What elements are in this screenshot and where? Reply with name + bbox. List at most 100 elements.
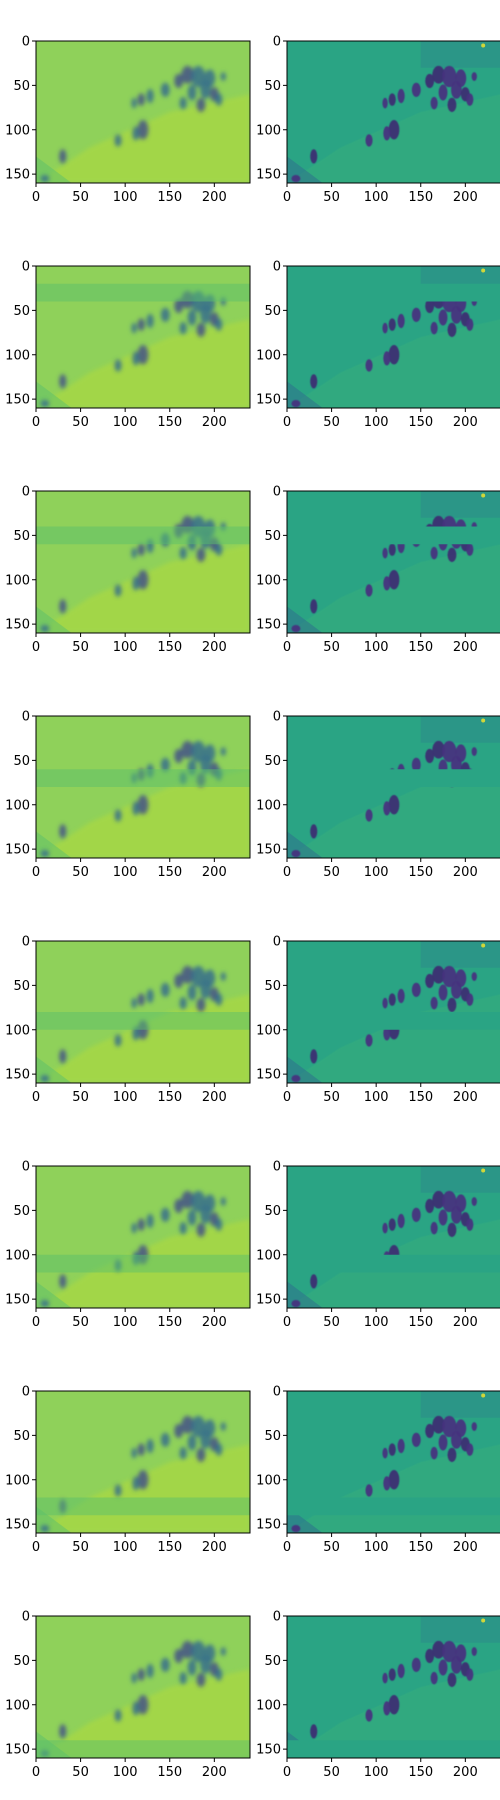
input-panel: 0 50 100 150 200 0 50 100 150 (256, 1610, 500, 1780)
axes-frame (35, 715, 251, 859)
y-tick-label: 50 (264, 529, 281, 544)
x-tick-label: 100 (364, 1315, 389, 1330)
y-tick-label: 150 (256, 843, 281, 858)
x-tick-label: 50 (323, 1315, 340, 1330)
x-tick-label: 50 (72, 640, 89, 655)
x-tick-label: 100 (113, 1765, 138, 1780)
input-image (287, 491, 500, 633)
x-tick-label: 0 (32, 1090, 40, 1105)
x-tick-label: 50 (72, 1090, 89, 1105)
y-tick-label: 50 (13, 754, 30, 769)
reconstruction-panel: 0 50 100 150 200 0 50 100 150 (5, 260, 251, 430)
y-tick-label: 50 (13, 1654, 30, 1669)
x-tick-label: 150 (408, 1090, 433, 1105)
y-tick-label: 100 (5, 1698, 30, 1713)
y-tick-label: 150 (256, 1068, 281, 1083)
x-tick-label: 50 (323, 640, 340, 655)
axes-frame (35, 1615, 251, 1759)
y-tick-label: 50 (13, 79, 30, 94)
y-tick-label: 150 (5, 1743, 30, 1758)
y-tick-label: 50 (264, 1204, 281, 1219)
y-tick-label: 100 (5, 573, 30, 588)
axes-frame (35, 1165, 251, 1309)
y-tick-label: 0 (273, 35, 281, 50)
input-panel: 0 50 100 150 200 0 50 100 150 (256, 35, 500, 205)
input-panel: 0 50 100 150 200 0 50 100 150 (256, 710, 500, 880)
x-tick-label: 150 (157, 190, 182, 205)
reconstruction-panel: 0 50 100 150 200 0 50 100 150 (5, 710, 251, 880)
y-tick-label: 50 (264, 79, 281, 94)
axes-frame (35, 40, 251, 184)
reconstruction-image (36, 266, 250, 408)
y-tick-label: 100 (5, 1248, 30, 1263)
x-tick-label: 0 (283, 865, 291, 880)
y-tick-label: 50 (13, 1429, 30, 1444)
y-tick-label: 100 (256, 348, 281, 363)
y-tick-label: 50 (13, 304, 30, 319)
x-tick-label: 200 (202, 1540, 227, 1555)
x-tick-label: 150 (408, 1765, 433, 1780)
y-tick-label: 50 (264, 754, 281, 769)
x-tick-label: 150 (408, 1315, 433, 1330)
y-tick-label: 150 (5, 1068, 30, 1083)
axes-frame (286, 1390, 500, 1534)
x-tick-label: 50 (72, 865, 89, 880)
y-tick-label: 150 (5, 618, 30, 633)
x-tick-label: 0 (283, 1315, 291, 1330)
reconstruction-panel: 0 50 100 150 200 0 50 100 150 (5, 1610, 251, 1780)
reconstruction-image (36, 1166, 250, 1308)
x-tick-label: 50 (72, 1315, 89, 1330)
reconstruction-panel: 0 50 100 150 200 0 50 100 150 (5, 1385, 251, 1555)
y-tick-label: 100 (256, 1023, 281, 1038)
x-tick-label: 0 (283, 1765, 291, 1780)
x-tick-label: 150 (157, 415, 182, 430)
x-tick-label: 50 (323, 190, 340, 205)
axes-frame (286, 265, 500, 409)
x-tick-label: 50 (323, 1090, 340, 1105)
x-tick-label: 150 (157, 1540, 182, 1555)
y-tick-label: 100 (256, 1473, 281, 1488)
x-tick-label: 200 (202, 415, 227, 430)
x-tick-label: 200 (453, 1090, 478, 1105)
y-tick-label: 100 (256, 1248, 281, 1263)
x-tick-label: 0 (283, 1090, 291, 1105)
x-tick-label: 50 (72, 1765, 89, 1780)
x-tick-label: 100 (364, 865, 389, 880)
y-tick-label: 0 (22, 935, 30, 950)
x-tick-label: 100 (113, 415, 138, 430)
x-tick-label: 50 (323, 1765, 340, 1780)
axes-frame (286, 715, 500, 859)
axes-frame (286, 1615, 500, 1759)
y-tick-label: 150 (256, 1518, 281, 1533)
y-tick-label: 0 (273, 1385, 281, 1400)
reconstruction-panel: 0 50 100 150 200 0 50 100 150 (5, 485, 251, 655)
x-tick-label: 0 (32, 190, 40, 205)
x-tick-label: 200 (453, 415, 478, 430)
y-tick-label: 0 (273, 260, 281, 275)
y-tick-label: 50 (13, 529, 30, 544)
y-tick-label: 0 (22, 1385, 30, 1400)
y-tick-label: 50 (13, 979, 30, 994)
x-tick-label: 200 (453, 865, 478, 880)
x-tick-label: 150 (157, 1090, 182, 1105)
x-tick-label: 0 (32, 640, 40, 655)
input-panel: 0 50 100 150 200 0 50 100 150 (256, 935, 500, 1105)
y-tick-label: 0 (273, 485, 281, 500)
x-tick-label: 150 (157, 1315, 182, 1330)
y-tick-label: 0 (22, 1160, 30, 1175)
reconstruction-image (36, 941, 250, 1083)
x-tick-label: 0 (283, 190, 291, 205)
axes-frame (35, 265, 251, 409)
y-tick-label: 100 (256, 573, 281, 588)
input-image (287, 1616, 500, 1758)
y-tick-label: 50 (264, 1429, 281, 1444)
x-tick-label: 200 (202, 1315, 227, 1330)
y-tick-label: 50 (13, 1204, 30, 1219)
y-tick-label: 150 (256, 168, 281, 183)
input-image (287, 266, 500, 408)
y-tick-label: 100 (5, 1023, 30, 1038)
